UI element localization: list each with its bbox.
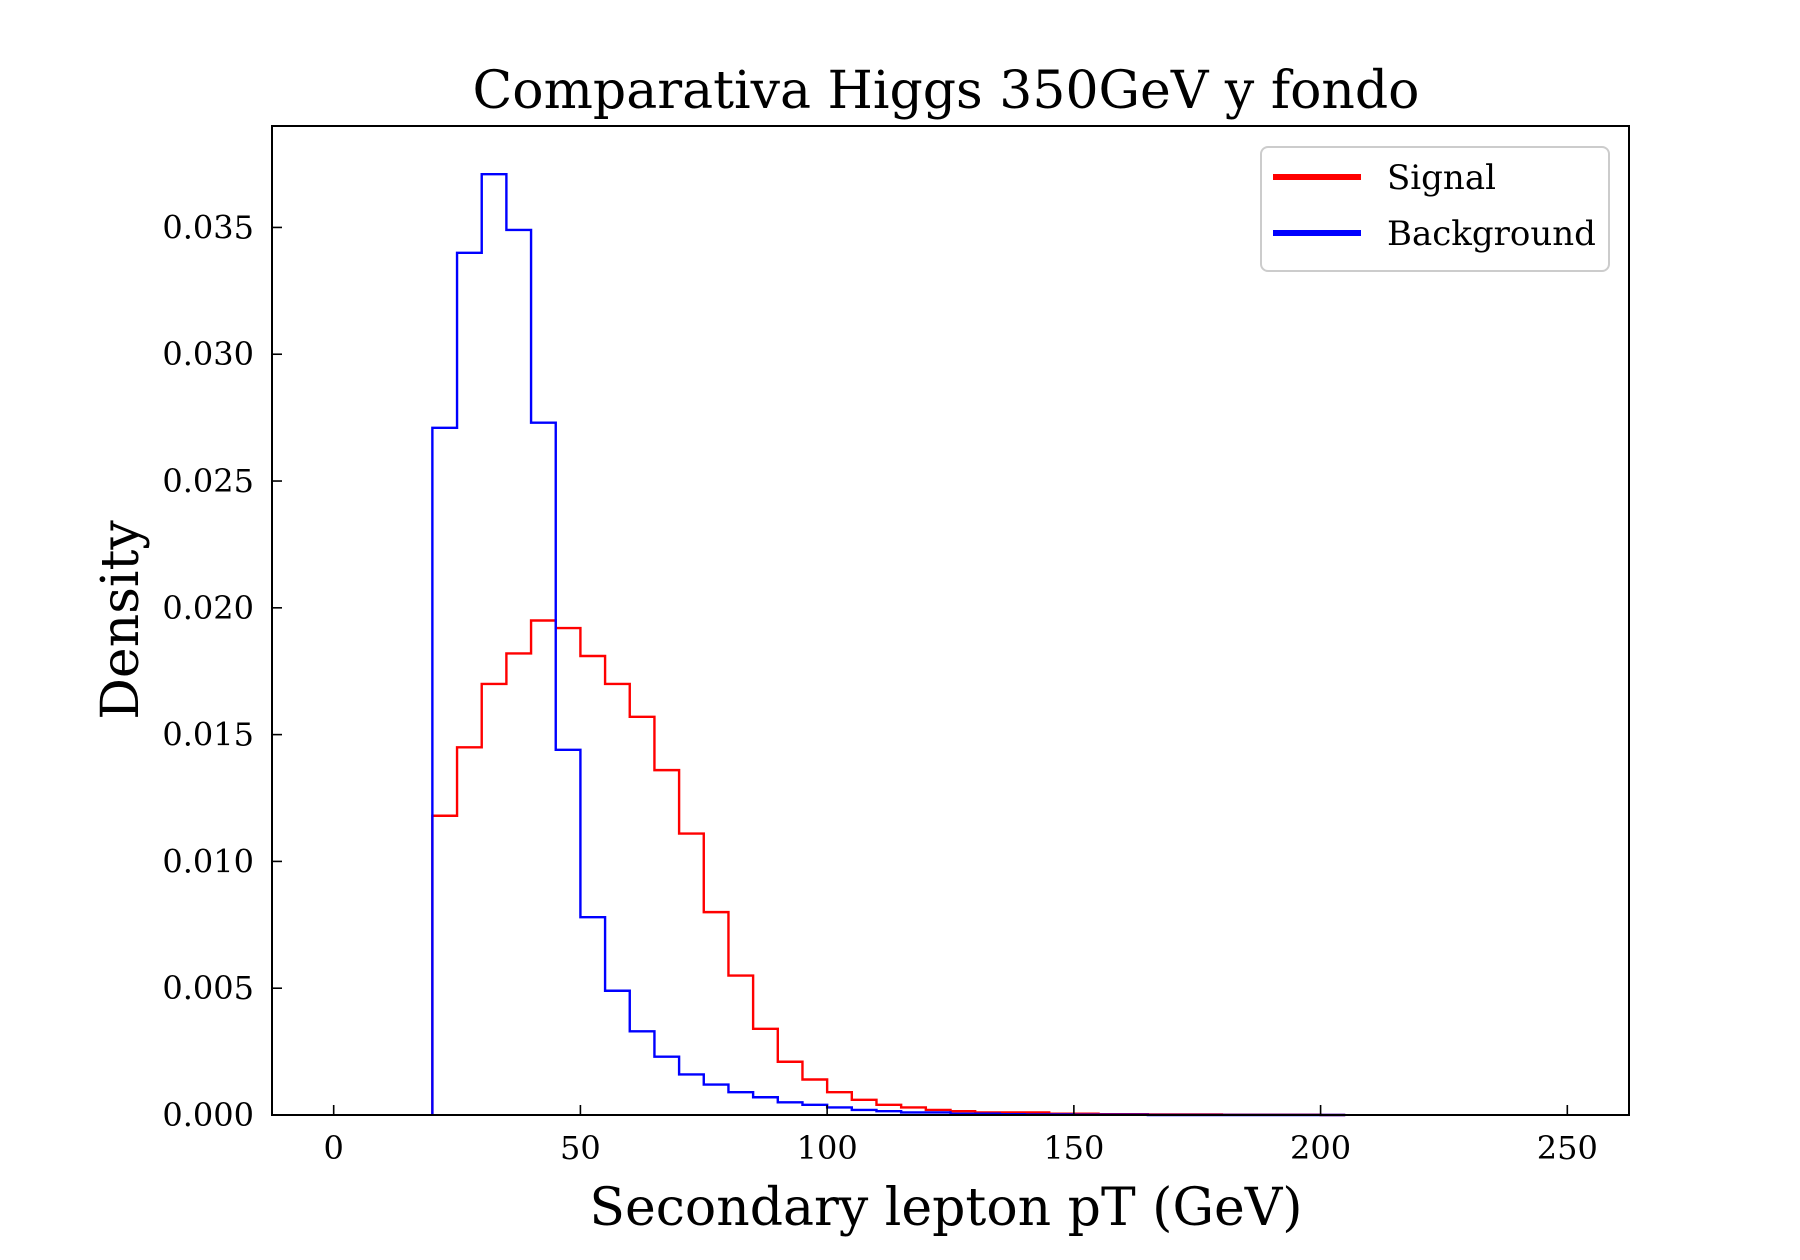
x-tick-label: 0 bbox=[324, 1129, 344, 1167]
y-tick-label: 0.030 bbox=[162, 335, 254, 373]
y-tick-label: 0.035 bbox=[162, 208, 254, 246]
axes-frame bbox=[271, 125, 1630, 1116]
y-tick-label: 0.025 bbox=[162, 462, 254, 500]
y-tick-label: 0.005 bbox=[162, 969, 254, 1007]
y-axis: 0.000 0.005 0.010 0.015 0.020 0.025 0.030 0.035 bbox=[162, 208, 282, 1134]
x-tick-label: 100 bbox=[797, 1129, 858, 1167]
x-tick-label: 200 bbox=[1290, 1129, 1351, 1167]
y-tick-label: 0.015 bbox=[162, 716, 254, 754]
y-axis-label: Density bbox=[91, 520, 151, 720]
legend: Signal Background bbox=[1260, 146, 1610, 272]
y-tick-label: 0.020 bbox=[162, 589, 254, 627]
chart-title: Comparativa Higgs 350GeV y fondo bbox=[473, 61, 1420, 121]
y-tick-label: 0.010 bbox=[162, 842, 254, 880]
x-axis: 0 50 100 150 200 250 bbox=[324, 1105, 1598, 1167]
x-tick-label: 50 bbox=[560, 1129, 601, 1167]
x-tick-label: 250 bbox=[1537, 1129, 1598, 1167]
x-axis-label: Secondary lepton pT (GeV) bbox=[589, 1178, 1302, 1238]
legend-label-signal: Signal bbox=[1387, 158, 1496, 198]
x-tick-label: 150 bbox=[1043, 1129, 1104, 1167]
legend-label-background: Background bbox=[1387, 214, 1596, 254]
y-tick-label: 0.000 bbox=[162, 1096, 254, 1134]
